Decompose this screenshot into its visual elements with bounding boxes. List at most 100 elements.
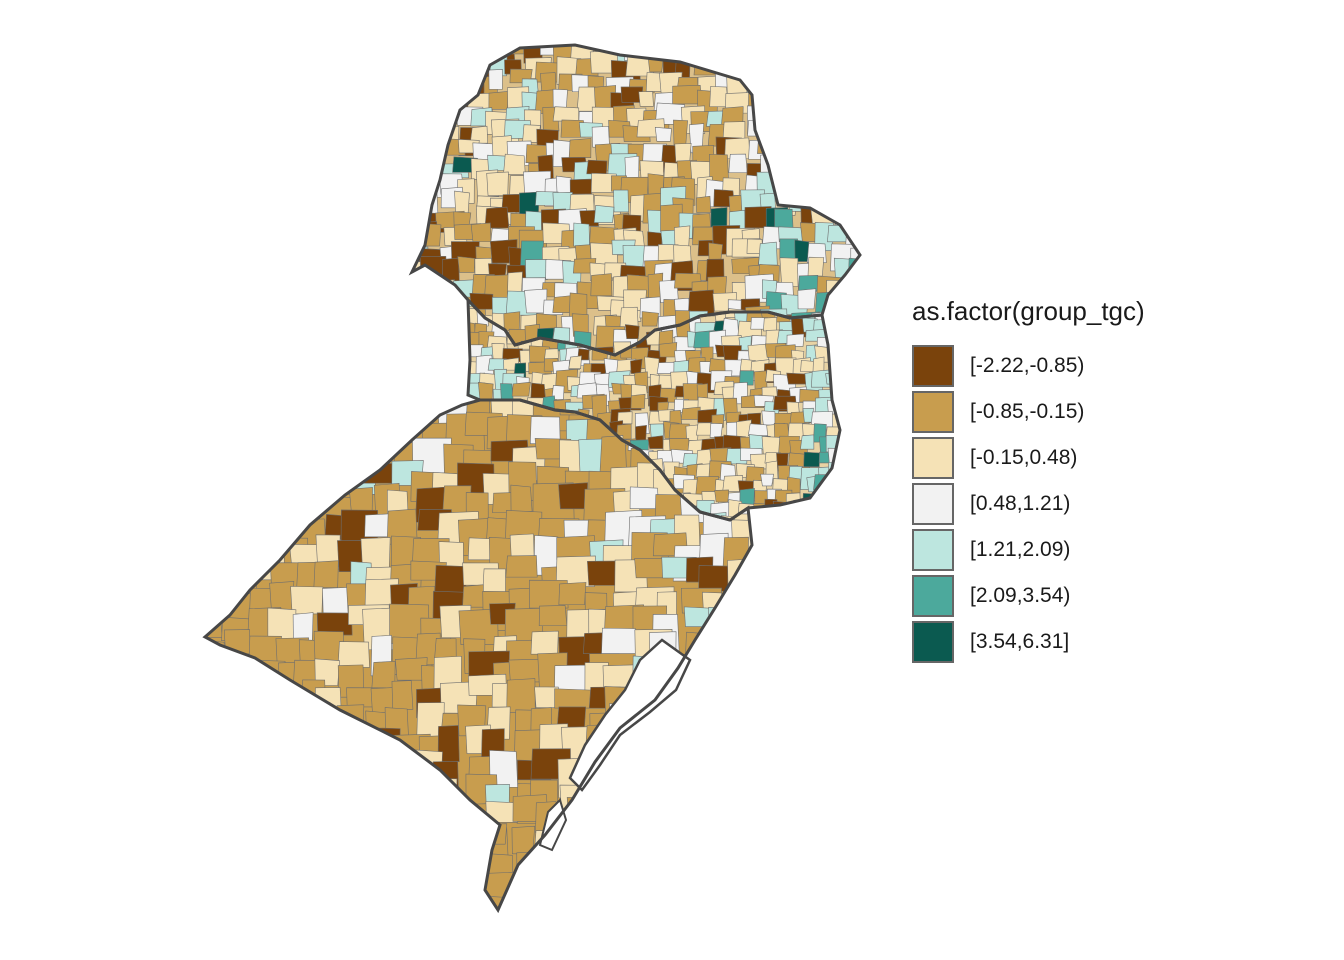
- municipality-cell: [271, 468, 294, 495]
- municipality-cell: [728, 153, 748, 173]
- municipality-cell: [529, 579, 569, 609]
- municipality-cell: [410, 872, 446, 910]
- municipality-cell: [831, 386, 840, 406]
- municipality-cell: [847, 257, 860, 284]
- municipality-cell: [763, 317, 778, 332]
- municipality-cell: [635, 425, 647, 442]
- municipality-cell: [315, 464, 337, 489]
- municipality-cell: [861, 162, 885, 180]
- municipality-cell: [205, 660, 226, 685]
- municipality-cell: [558, 897, 584, 910]
- municipality-cell: [633, 780, 658, 806]
- municipality-cell: [412, 110, 433, 129]
- municipality-cell: [252, 898, 290, 910]
- municipality-cell: [841, 310, 862, 331]
- municipality-cell: [750, 727, 752, 762]
- municipality-cell: [777, 177, 806, 202]
- municipality-cell: [845, 337, 863, 350]
- municipality-cell: [755, 710, 793, 737]
- municipality-cell: [709, 799, 738, 840]
- municipality-cell: [812, 109, 830, 127]
- municipality-cell: [505, 555, 538, 578]
- municipality-cell: [858, 176, 860, 200]
- municipality-cell: [478, 381, 494, 402]
- municipality-cell: [841, 440, 857, 454]
- municipality-cell: [371, 660, 396, 689]
- municipality-cell: [793, 129, 824, 150]
- municipality-cell: [832, 111, 857, 133]
- municipality-cell: [674, 824, 697, 868]
- municipality-cell: [457, 902, 488, 910]
- municipality-cell: [412, 180, 430, 198]
- municipality-cell: [624, 155, 640, 180]
- municipality-cell: [421, 822, 458, 843]
- municipality-cell: [315, 421, 340, 443]
- municipality-cell: [658, 342, 678, 358]
- municipality-cell: [412, 75, 420, 93]
- municipality-cell: [782, 76, 801, 103]
- municipality-cell: [850, 45, 860, 58]
- municipality-cell: [568, 355, 582, 369]
- municipality-cell: [638, 91, 654, 107]
- municipality-cell: [828, 488, 840, 509]
- municipality-cell: [590, 273, 613, 297]
- municipality-cell: [690, 45, 717, 63]
- municipality-cell: [840, 512, 863, 527]
- municipality-cell: [254, 706, 285, 730]
- municipality-cell: [568, 138, 592, 158]
- municipality-cell: [593, 205, 615, 223]
- municipality-cell: [858, 309, 860, 334]
- municipality-cell: [267, 796, 304, 823]
- municipality-cell: [862, 344, 890, 373]
- municipality-cell: [712, 52, 732, 72]
- municipality-cell: [851, 107, 860, 133]
- municipality-cell: [753, 801, 781, 831]
- municipality-cell: [368, 424, 397, 449]
- municipality-cell: [325, 783, 347, 826]
- legend-item: [-2.22,-0.85): [912, 343, 1212, 389]
- municipality-cell: [825, 373, 840, 385]
- municipality-cell: [839, 422, 840, 444]
- municipality-cell: [530, 630, 559, 655]
- municipality-cell: [705, 699, 733, 733]
- lagoa-dos-patos: [568, 638, 692, 792]
- municipality-cell: [765, 45, 786, 60]
- municipality-cell: [337, 902, 378, 910]
- municipality-cell: [842, 311, 860, 335]
- municipality-cell: [221, 872, 261, 910]
- municipality-cell: [753, 677, 787, 709]
- legend-label: [2.09,3.54): [970, 584, 1071, 607]
- legend-label: [1.21,2.09): [970, 538, 1071, 561]
- municipality-cell: [511, 381, 531, 397]
- municipality-cell: [851, 70, 860, 87]
- municipality-cell: [486, 171, 509, 196]
- municipality-cell: [249, 760, 276, 800]
- municipality-cell: [829, 297, 851, 316]
- municipality-cell: [263, 438, 306, 478]
- municipality-cell: [552, 327, 571, 342]
- municipality-cell: [471, 45, 489, 59]
- municipality-cell: [425, 71, 455, 90]
- municipality-cell: [541, 869, 570, 899]
- municipality-cell: [457, 256, 475, 273]
- municipality-cell: [830, 300, 840, 310]
- municipality-cell: [756, 537, 785, 567]
- municipality-cell: [421, 852, 443, 884]
- municipality-cell: [744, 873, 752, 903]
- municipality-cell: [276, 855, 317, 890]
- municipality-cell: [412, 313, 422, 334]
- municipality-cell: [672, 757, 710, 792]
- municipality-cell: [758, 753, 799, 785]
- municipality-cell: [709, 423, 723, 438]
- municipality-cell: [832, 173, 859, 195]
- municipality-cell: [661, 746, 698, 782]
- municipality-cell: [312, 727, 342, 753]
- legend-swatch: [912, 391, 954, 433]
- municipality-cell: [370, 783, 407, 808]
- municipality-cell: [439, 61, 462, 89]
- municipality-cell: [272, 685, 304, 711]
- municipality-cell: [240, 724, 262, 760]
- municipality-cell: [748, 610, 752, 633]
- municipality-cell: [788, 516, 801, 520]
- municipality-cell: [791, 143, 812, 171]
